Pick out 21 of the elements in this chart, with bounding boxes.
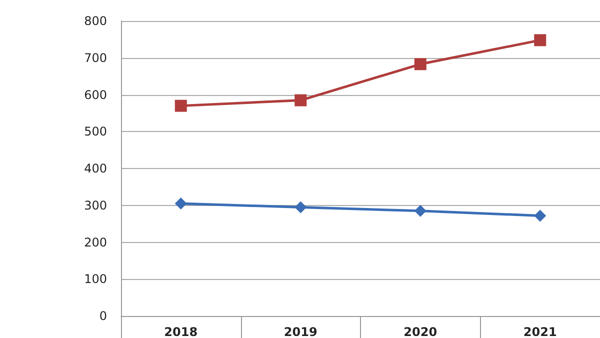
- y-tick-label: 600: [84, 88, 107, 102]
- x-tick-label: 2019: [284, 325, 318, 338]
- point: [294, 201, 307, 214]
- point: [534, 34, 546, 46]
- point: [294, 94, 307, 106]
- point: [174, 198, 187, 210]
- y-tick-label: 500: [84, 124, 107, 139]
- y-tick-label: 700: [84, 50, 107, 65]
- y-tick-label: 800: [84, 14, 107, 28]
- y-tick-label: 0: [99, 309, 107, 323]
- x-tick-label: 2021: [523, 325, 557, 338]
- y-tick-label: 300: [84, 198, 107, 212]
- point: [414, 204, 426, 217]
- point: [534, 210, 546, 222]
- y-tick-label: 200: [84, 235, 107, 250]
- x-tick-label: 2018: [164, 325, 198, 338]
- point: [174, 100, 187, 112]
- y-tick-label: 400: [84, 162, 107, 176]
- x-tick-label: 2020: [404, 325, 438, 338]
- point: [414, 58, 426, 70]
- y-tick-label: 100: [84, 272, 107, 286]
